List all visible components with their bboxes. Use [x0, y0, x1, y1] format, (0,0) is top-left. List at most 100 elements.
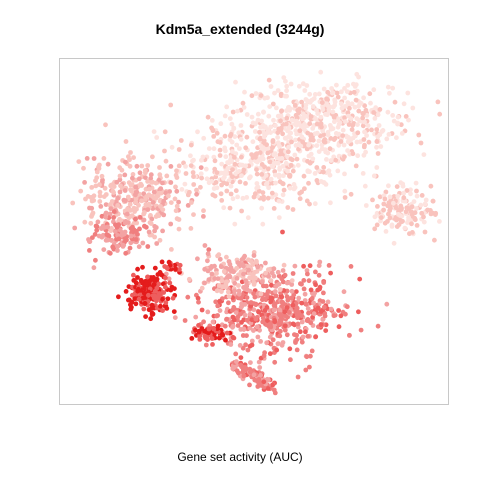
- data-point: [280, 131, 285, 137]
- data-point: [176, 217, 182, 222]
- data-point: [307, 263, 313, 269]
- data-point: [92, 232, 98, 237]
- data-point: [86, 237, 91, 242]
- data-point: [201, 214, 206, 219]
- data-point: [394, 184, 400, 189]
- data-point: [191, 174, 196, 179]
- data-point: [381, 201, 387, 207]
- data-point: [238, 355, 244, 360]
- data-point: [170, 295, 176, 301]
- data-point: [211, 146, 217, 152]
- data-point: [82, 180, 87, 185]
- data-point: [146, 201, 152, 207]
- data-point: [217, 256, 223, 262]
- data-point: [304, 146, 310, 152]
- data-point: [203, 166, 209, 172]
- data-point: [301, 286, 307, 292]
- data-point: [247, 382, 252, 388]
- data-point: [107, 211, 113, 217]
- data-point: [94, 227, 100, 233]
- data-point: [257, 365, 263, 370]
- data-point: [312, 290, 317, 296]
- data-point: [117, 189, 123, 195]
- data-point: [300, 139, 306, 145]
- data-point: [410, 105, 416, 111]
- data-point: [164, 265, 170, 271]
- data-point: [190, 170, 196, 175]
- data-point: [181, 160, 186, 166]
- data-point: [437, 111, 443, 117]
- data-point: [289, 278, 295, 283]
- data-point: [371, 173, 377, 179]
- data-point: [247, 325, 253, 331]
- data-point: [281, 187, 287, 193]
- data-point: [136, 176, 142, 182]
- data-point: [164, 173, 170, 179]
- data-point: [210, 342, 215, 347]
- data-point: [145, 207, 151, 213]
- data-point: [293, 121, 298, 127]
- data-point: [320, 299, 326, 304]
- data-point: [374, 210, 380, 216]
- data-point: [157, 165, 162, 170]
- data-point: [97, 199, 103, 204]
- data-point: [422, 201, 428, 207]
- data-point: [362, 103, 367, 109]
- data-point: [213, 180, 219, 185]
- data-point: [129, 188, 134, 194]
- scatter-plot: [70, 69, 443, 396]
- data-point: [243, 365, 249, 371]
- data-point: [241, 373, 247, 379]
- data-point: [224, 330, 230, 336]
- data-point: [267, 104, 273, 109]
- data-point: [325, 129, 331, 135]
- data-point: [185, 203, 191, 208]
- data-point: [205, 268, 211, 274]
- data-point: [300, 334, 306, 340]
- data-point: [142, 301, 148, 306]
- data-point: [421, 219, 427, 225]
- chart-title: Kdm5a_extended (3244g): [155, 21, 325, 37]
- data-point: [248, 303, 254, 309]
- data-point: [198, 171, 204, 177]
- data-point: [209, 336, 215, 341]
- data-point: [335, 124, 341, 130]
- data-point: [250, 271, 256, 277]
- data-point: [191, 182, 197, 187]
- data-point: [251, 328, 256, 333]
- data-point: [221, 269, 227, 274]
- data-point: [308, 320, 314, 326]
- data-point: [287, 185, 293, 191]
- data-point: [276, 172, 282, 178]
- data-point: [90, 210, 96, 216]
- data-point: [150, 154, 155, 160]
- data-point: [233, 188, 239, 194]
- data-point: [387, 215, 393, 221]
- data-point: [324, 96, 330, 102]
- data-point: [261, 283, 266, 289]
- data-point: [321, 138, 327, 144]
- data-point: [244, 317, 250, 323]
- data-point: [351, 89, 357, 95]
- data-point: [263, 270, 268, 276]
- data-point: [374, 165, 380, 170]
- data-point: [378, 144, 384, 149]
- data-point: [292, 263, 298, 269]
- data-point: [230, 167, 235, 172]
- data-point: [115, 203, 121, 208]
- data-point: [319, 146, 325, 152]
- data-point: [215, 303, 221, 309]
- data-point: [253, 316, 259, 322]
- data-point: [307, 121, 313, 127]
- data-point: [353, 163, 359, 169]
- data-point: [335, 168, 341, 174]
- data-point: [370, 197, 375, 203]
- data-point: [299, 189, 304, 195]
- data-point: [423, 197, 429, 203]
- data-point: [357, 276, 363, 282]
- data-point: [243, 342, 249, 348]
- data-point: [214, 271, 219, 276]
- data-point: [306, 310, 311, 316]
- data-point: [108, 182, 114, 188]
- data-point: [385, 84, 391, 90]
